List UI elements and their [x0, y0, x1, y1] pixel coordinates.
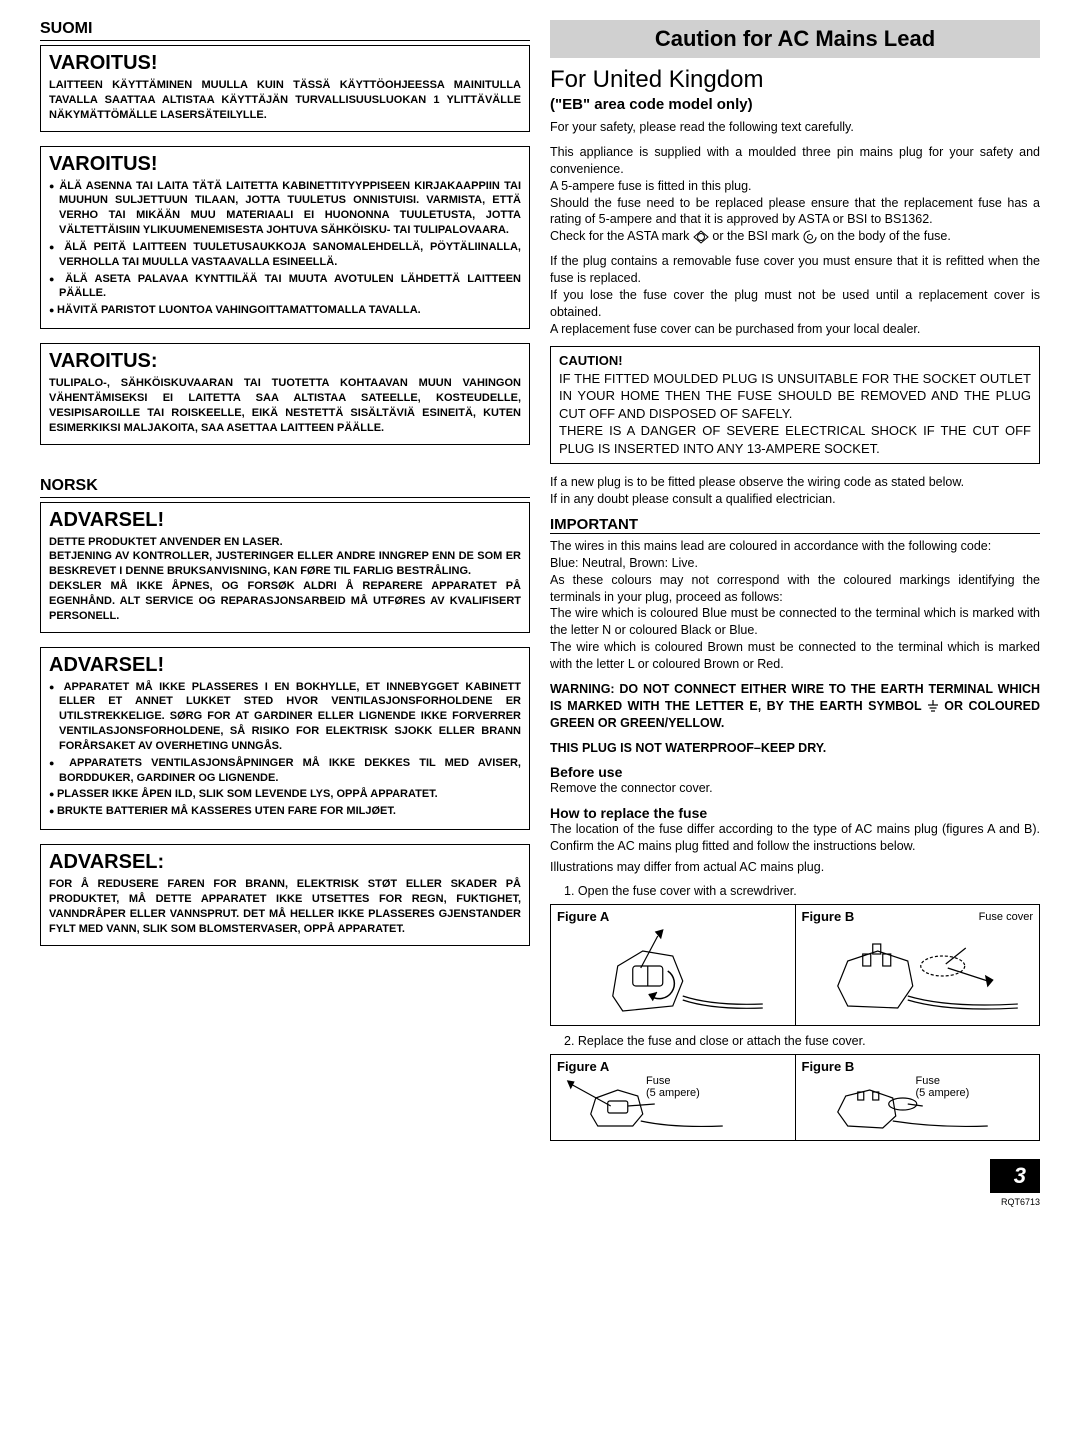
norsk-box1-text: DETTE PRODUKTET ANVENDER EN LASER. BETJE…	[49, 535, 521, 624]
page-layout: SUOMI VAROITUS! LAITTEEN KÄYTTÄMINEN MUU…	[40, 20, 1040, 1149]
caution-box: CAUTION! IF THE FITTED MOULDED PLUG IS U…	[550, 346, 1040, 465]
suomi-box2-list: ÄLÄ ASENNA TAI LAITA TÄTÄ LAITETTA KABIN…	[49, 179, 521, 319]
list-item: PLASSER IKKE ÅPEN ILD, SLIK SOM LEVENDE …	[49, 787, 521, 802]
p12: Blue: Neutral, Brown: Live.	[550, 555, 1040, 572]
subtitle: For United Kingdom	[550, 66, 1040, 94]
norsk-box2: ADVARSEL! APPARATET MÅ IKKE PLASSERES I …	[40, 647, 530, 831]
figure-a-2: Figure A Fuse (5 ampere)	[551, 1055, 795, 1140]
suomi-box1-text: LAITTEEN KÄYTTÄMINEN MUULLA KUIN TÄSSÄ K…	[49, 78, 521, 123]
norsk-box2-list: APPARATET MÅ IKKE PLASSERES I EN BOKHYLL…	[49, 680, 521, 820]
norsk-heading: NORSK	[40, 477, 530, 498]
replace-p1: The location of the fuse differ accordin…	[550, 821, 1040, 855]
list-item: BRUKTE BATTERIER MÅ KASSERES UTEN FARE F…	[49, 804, 521, 819]
left-column: SUOMI VAROITUS! LAITTEEN KÄYTTÄMINEN MUU…	[40, 20, 530, 1149]
norsk-box2-title: ADVARSEL!	[49, 654, 521, 677]
fuse-caption-a: Fuse (5 ampere)	[646, 1075, 700, 1099]
norsk-box3: ADVARSEL: FOR Å REDUSERE FAREN FOR BRANN…	[40, 844, 530, 945]
p5: Check for the ASTA mark or the BSI mark …	[550, 228, 1040, 245]
p13: As these colours may not correspond with…	[550, 572, 1040, 606]
warning-earth: WARNING: DO NOT CONNECT EITHER WIRE TO T…	[550, 681, 1040, 732]
p11: The wires in this mains lead are coloure…	[550, 538, 1040, 555]
fuse-cover-caption: Fuse cover	[979, 911, 1033, 923]
p5b: or the BSI mark	[712, 229, 802, 243]
doc-code: RQT6713	[990, 1197, 1040, 1207]
figure-row-1: Figure A Figure B	[550, 904, 1040, 1026]
p4: Should the fuse need to be replaced plea…	[550, 195, 1040, 229]
suomi-box1-title: VAROITUS!	[49, 52, 521, 75]
step2: 2. Replace the fuse and close or attach …	[564, 1034, 1040, 1048]
plug-illustration-a-icon	[557, 926, 789, 1016]
p8: A replacement fuse cover can be purchase…	[550, 321, 1040, 338]
caution-text: IF THE FITTED MOULDED PLUG IS UNSUITABLE…	[559, 370, 1031, 458]
list-item: ÄLÄ PEITÄ LAITTEEN TUULETUSAUKKOJA SANOM…	[49, 240, 521, 270]
banner-title: Caution for AC Mains Lead	[550, 20, 1040, 58]
suomi-heading: SUOMI	[40, 20, 530, 41]
sub-bold: ("EB" area code model only)	[550, 96, 1040, 113]
norsk-box3-text: FOR Å REDUSERE FAREN FOR BRANN, ELEKTRIS…	[49, 877, 521, 936]
norsk-box3-title: ADVARSEL:	[49, 851, 521, 874]
caution-heading: CAUTION!	[559, 353, 1031, 368]
list-item: ÄLÄ ASENNA TAI LAITA TÄTÄ LAITETTA KABIN…	[49, 179, 521, 238]
p3: A 5-ampere fuse is fitted in this plug.	[550, 178, 1040, 195]
p14: The wire which is coloured Blue must be …	[550, 605, 1040, 639]
p7: If you lose the fuse cover the plug must…	[550, 287, 1040, 321]
before-heading: Before use	[550, 764, 1040, 780]
list-item: APPARATETS VENTILASJONSÅPNINGER MÅ IKKE …	[49, 756, 521, 786]
norsk-box1-title: ADVARSEL!	[49, 509, 521, 532]
important-heading: IMPORTANT	[550, 516, 1040, 534]
replace-p2: Illustrations may differ from actual AC …	[550, 859, 1040, 876]
fig-a-label: Figure A	[557, 909, 789, 924]
warning-waterproof: THIS PLUG IS NOT WATERPROOF–KEEP DRY.	[550, 740, 1040, 757]
suomi-box3-title: VAROITUS:	[49, 350, 521, 373]
right-column: Caution for AC Mains Lead For United Kin…	[550, 20, 1040, 1149]
earth-symbol-icon	[927, 700, 939, 714]
replace-heading: How to replace the fuse	[550, 805, 1040, 821]
fig-b-label-2: Figure B	[802, 1059, 1034, 1074]
figure-b-1: Figure B Fuse cover	[795, 905, 1040, 1025]
p1: For your safety, please read the followi…	[550, 119, 1040, 136]
p5a: Check for the ASTA mark	[550, 229, 693, 243]
fuse-caption-b: Fuse (5 ampere)	[916, 1075, 970, 1099]
plug-illustration-b-icon	[802, 926, 1034, 1016]
figure-b-2: Figure B Fuse (5 ampere)	[795, 1055, 1040, 1140]
step1: 1. Open the fuse cover with a screwdrive…	[564, 884, 1040, 898]
page-number: 3	[990, 1159, 1040, 1193]
bsi-mark-icon	[803, 230, 817, 244]
p9: If a new plug is to be fitted please obs…	[550, 474, 1040, 491]
p6: If the plug contains a removable fuse co…	[550, 253, 1040, 287]
list-item: ÄLÄ ASETA PALAVAA KYNTTILÄÄ TAI MUUTA AV…	[49, 272, 521, 302]
p5c: on the body of the fuse.	[820, 229, 951, 243]
asta-mark-icon	[693, 230, 709, 244]
figure-a-1: Figure A	[551, 905, 795, 1025]
page-footer: 3 RQT6713	[40, 1159, 1040, 1207]
suomi-box2-title: VAROITUS!	[49, 153, 521, 176]
before-text: Remove the connector cover.	[550, 780, 1040, 797]
fig-a-label-2: Figure A	[557, 1059, 789, 1074]
suomi-box3: VAROITUS: TULIPALO-, SÄHKÖISKUVAARAN TAI…	[40, 343, 530, 444]
suomi-box1: VAROITUS! LAITTEEN KÄYTTÄMINEN MUULLA KU…	[40, 45, 530, 132]
p10: If in any doubt please consult a qualifi…	[550, 491, 1040, 508]
norsk-box1: ADVARSEL! DETTE PRODUKTET ANVENDER EN LA…	[40, 502, 530, 633]
suomi-box2: VAROITUS! ÄLÄ ASENNA TAI LAITA TÄTÄ LAIT…	[40, 146, 530, 330]
figure-row-2: Figure A Fuse (5 ampere) Figure B Fuse (…	[550, 1054, 1040, 1141]
list-item: APPARATET MÅ IKKE PLASSERES I EN BOKHYLL…	[49, 680, 521, 754]
list-item: HÄVITÄ PARISTOT LUONTOA VAHINGOITTAMATTO…	[49, 303, 521, 318]
suomi-box3-text: TULIPALO-, SÄHKÖISKUVAARAN TAI TUOTETTA …	[49, 376, 521, 435]
p15: The wire which is coloured Brown must be…	[550, 639, 1040, 673]
p2: This appliance is supplied with a moulde…	[550, 144, 1040, 178]
